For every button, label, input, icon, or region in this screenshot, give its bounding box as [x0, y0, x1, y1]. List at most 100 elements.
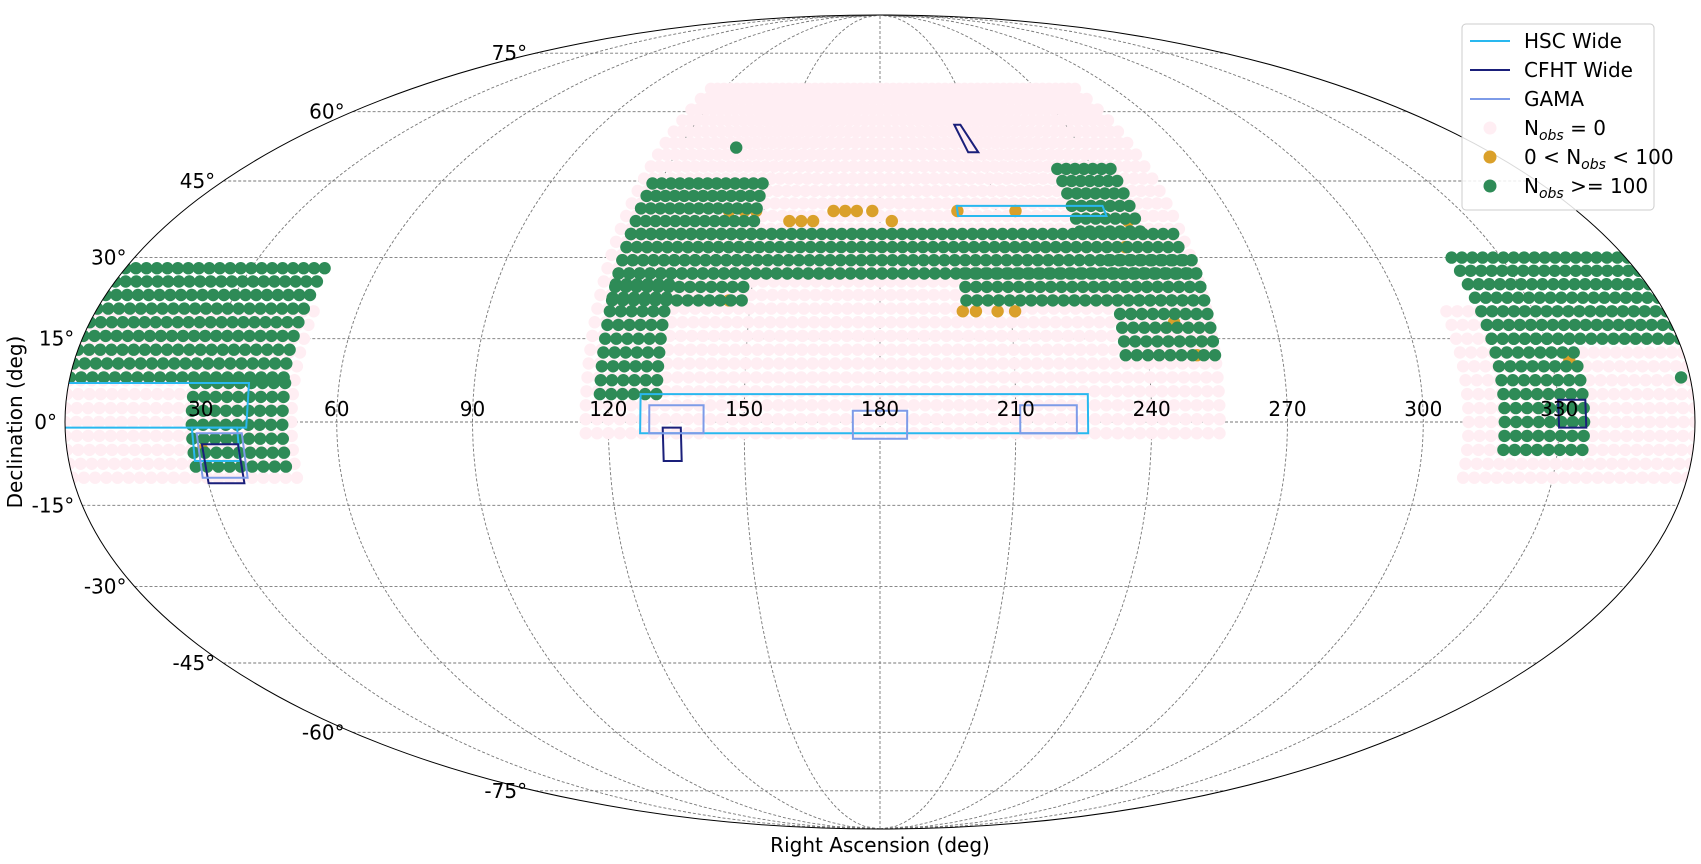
series-0-point	[1075, 357, 1087, 369]
series-2-point	[1187, 349, 1199, 361]
series-0-point	[1651, 374, 1663, 386]
series-2-point	[109, 371, 121, 383]
series-2-point	[1508, 305, 1520, 317]
series-2-point	[1034, 281, 1046, 293]
series-0-point	[799, 289, 811, 301]
series-2-point	[1510, 430, 1522, 442]
series-2-point	[265, 433, 277, 445]
series-0-point	[962, 316, 974, 328]
series-0-point	[784, 357, 796, 369]
series-0-point	[683, 357, 695, 369]
series-0-point	[676, 316, 688, 328]
series-0-point	[134, 472, 146, 484]
series-2-point	[1495, 374, 1507, 386]
series-2-point	[78, 289, 90, 301]
series-0-point	[696, 344, 708, 356]
series-2-point	[1663, 292, 1675, 304]
series-0-point	[818, 357, 830, 369]
series-0-point	[885, 316, 897, 328]
series-1-point	[970, 305, 982, 317]
series-0-point	[896, 302, 908, 314]
series-0-point	[1479, 360, 1491, 372]
series-2-point	[280, 357, 292, 369]
series-0-point	[1156, 385, 1168, 397]
series-0-point	[682, 385, 694, 397]
series-2-point	[1057, 294, 1069, 306]
series-2-point	[642, 346, 654, 358]
series-0-point	[795, 371, 807, 383]
series-0-point	[1100, 427, 1112, 439]
series-0-point	[1052, 344, 1064, 356]
series-2-point	[141, 275, 153, 287]
series-2-point	[1087, 281, 1099, 293]
series-0-point	[1089, 413, 1101, 425]
series-0-point	[964, 399, 976, 411]
series-2-point	[756, 177, 768, 189]
series-0-point	[1655, 416, 1667, 428]
series-0-point	[1628, 374, 1640, 386]
series-2-point	[1541, 333, 1553, 345]
ra-tick-label: 240	[1133, 397, 1171, 421]
series-0-point	[190, 472, 202, 484]
series-2-point	[1654, 278, 1666, 290]
series-0-point	[1688, 346, 1700, 358]
series-2-point	[823, 267, 835, 279]
series-2-point	[191, 357, 203, 369]
series-2-point	[1173, 335, 1185, 347]
series-0-point	[1516, 458, 1528, 470]
series-2-point	[654, 333, 666, 345]
series-2-point	[276, 330, 288, 342]
series-0-point	[115, 416, 127, 428]
series-0-point	[1482, 374, 1494, 386]
series-0-point	[162, 388, 174, 400]
series-2-point	[1068, 294, 1080, 306]
series-0-point	[1485, 430, 1497, 442]
series-0-point	[1620, 430, 1632, 442]
series-2-point	[228, 344, 240, 356]
series-2-point	[1607, 333, 1619, 345]
series-2-point	[623, 319, 635, 331]
series-2-point	[596, 360, 608, 372]
series-0-point	[1178, 371, 1190, 383]
series-0-point	[907, 316, 919, 328]
series-0-point	[41, 458, 53, 470]
series-0-point	[1504, 458, 1516, 470]
series-0-point	[1064, 357, 1076, 369]
series-0-point	[975, 371, 987, 383]
series-2-point	[1141, 281, 1153, 293]
series-2-point	[1198, 294, 1210, 306]
series-2-point	[959, 281, 971, 293]
series-0-point	[1670, 360, 1682, 372]
series-2-point	[83, 344, 95, 356]
series-0-point	[1632, 402, 1644, 414]
series-0-point	[708, 330, 720, 342]
series-2-point	[279, 275, 291, 287]
series-2-point	[161, 316, 173, 328]
series-0-point	[717, 357, 729, 369]
series-2-point	[235, 357, 247, 369]
series-2-point	[200, 302, 212, 314]
series-0-point	[995, 316, 1007, 328]
series-2-point	[1620, 292, 1632, 304]
series-0-point	[964, 413, 976, 425]
series-2-point	[1133, 294, 1145, 306]
series-0-point	[719, 330, 731, 342]
series-2-point	[77, 275, 89, 287]
series-0-point	[150, 402, 162, 414]
series-2-point	[1532, 430, 1544, 442]
series-0-point	[942, 399, 954, 411]
series-2-point	[198, 433, 210, 445]
series-0-point	[1642, 388, 1654, 400]
series-2-point	[167, 302, 179, 314]
dec-tick-label: 60°	[309, 100, 344, 124]
series-2-point	[652, 360, 664, 372]
series-0-point	[1465, 346, 1477, 358]
series-0-point	[1027, 316, 1039, 328]
series-2-point	[620, 281, 632, 293]
series-2-point	[145, 302, 157, 314]
series-0-point	[104, 416, 116, 428]
series-2-point	[1693, 305, 1701, 317]
series-2-point	[656, 319, 668, 331]
series-2-point	[638, 294, 650, 306]
series-0-point	[52, 458, 64, 470]
